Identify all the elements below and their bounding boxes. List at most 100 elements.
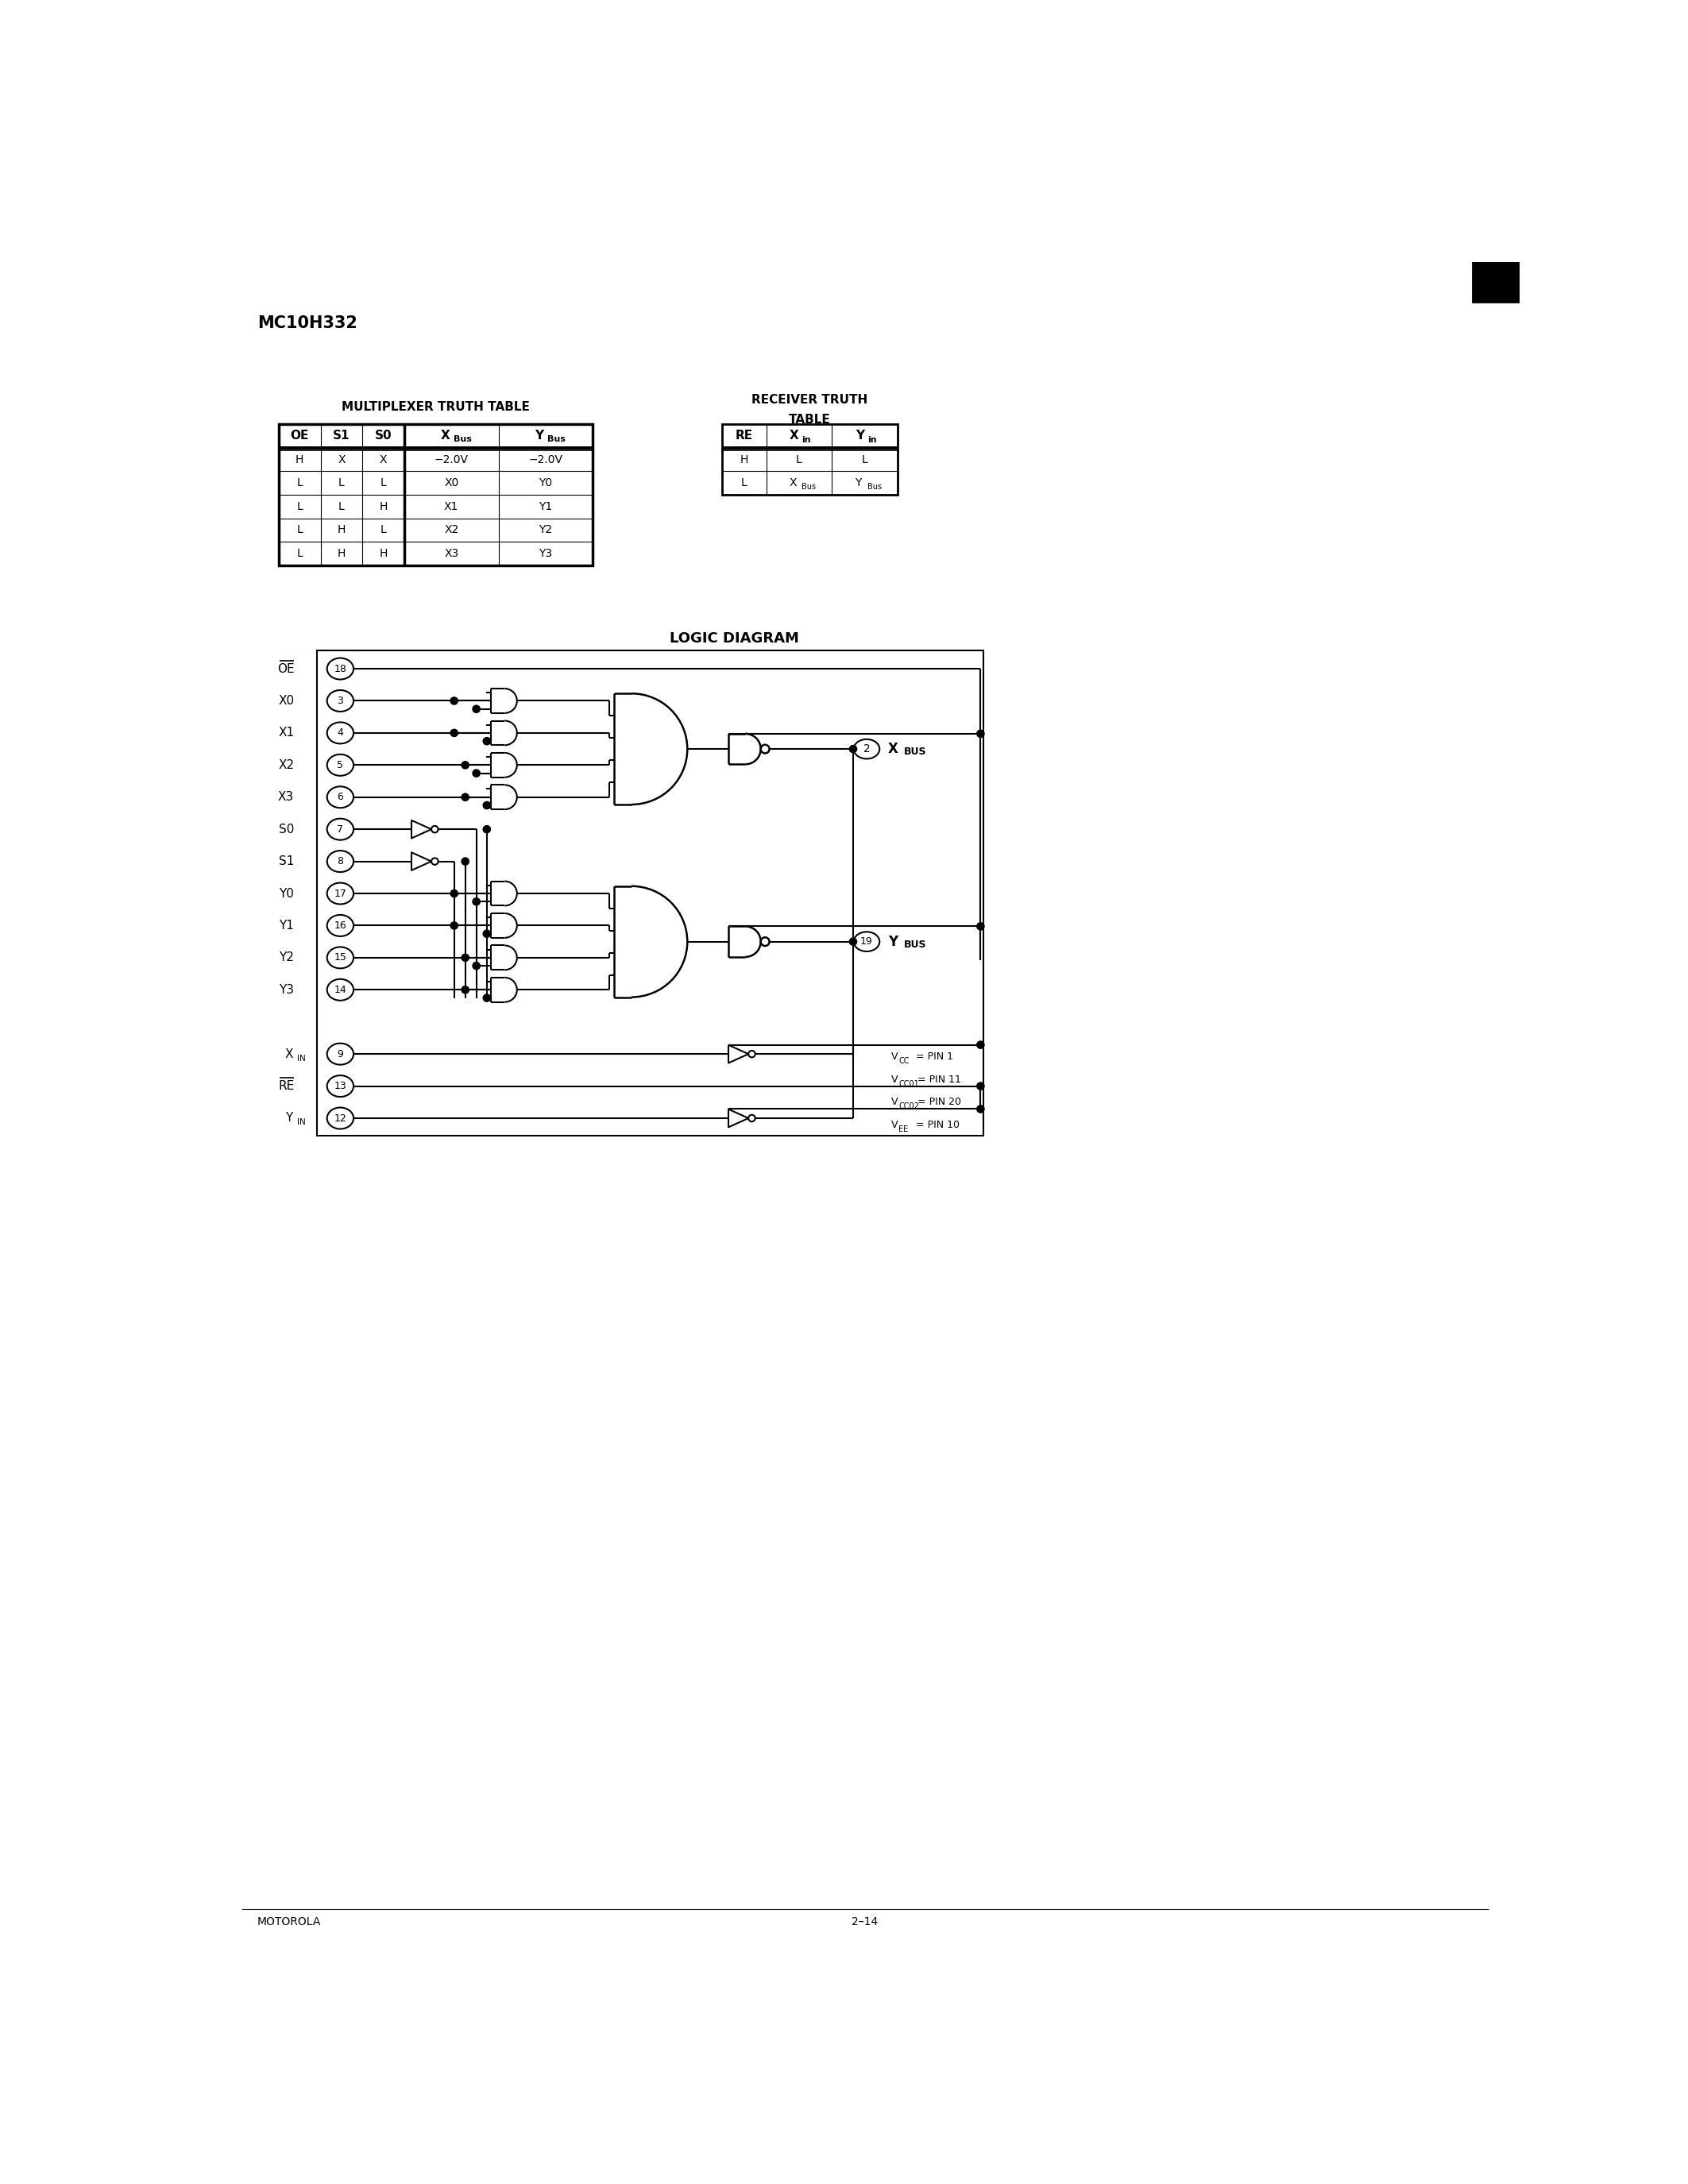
Text: Bus: Bus — [454, 435, 471, 443]
Ellipse shape — [327, 978, 353, 1000]
Text: 12: 12 — [334, 1114, 346, 1123]
Text: RECEIVER TRUTH: RECEIVER TRUTH — [751, 393, 868, 406]
Text: MOTOROLA: MOTOROLA — [257, 1915, 321, 1926]
Text: X3: X3 — [444, 548, 459, 559]
Text: L: L — [338, 478, 344, 489]
Circle shape — [461, 762, 469, 769]
Circle shape — [461, 858, 469, 865]
Text: 19: 19 — [861, 937, 873, 948]
Text: 2: 2 — [863, 743, 869, 753]
Circle shape — [483, 930, 491, 937]
Text: BUS: BUS — [903, 939, 927, 950]
Ellipse shape — [327, 850, 353, 871]
Text: IN: IN — [297, 1118, 306, 1127]
Text: 17: 17 — [334, 889, 346, 898]
Ellipse shape — [854, 933, 879, 952]
Text: X: X — [380, 454, 387, 465]
Text: 8: 8 — [338, 856, 343, 867]
Text: Y0: Y0 — [538, 478, 552, 489]
Text: 18: 18 — [334, 664, 346, 675]
Circle shape — [761, 745, 770, 753]
Text: Y: Y — [856, 478, 863, 489]
Text: Bus: Bus — [802, 483, 815, 491]
Circle shape — [473, 769, 479, 778]
Ellipse shape — [327, 1075, 353, 1096]
Text: −2.0V: −2.0V — [528, 454, 562, 465]
Ellipse shape — [327, 948, 353, 968]
Text: Y2: Y2 — [538, 524, 552, 535]
Text: in: in — [802, 437, 810, 443]
Text: CC01: CC01 — [898, 1081, 918, 1088]
Circle shape — [748, 1051, 755, 1057]
Circle shape — [483, 994, 491, 1002]
Text: H: H — [338, 548, 346, 559]
Ellipse shape — [327, 753, 353, 775]
Text: 5: 5 — [338, 760, 343, 771]
Text: H: H — [380, 500, 388, 511]
Text: L: L — [380, 524, 387, 535]
Text: X0: X0 — [444, 478, 459, 489]
Ellipse shape — [327, 1107, 353, 1129]
Text: X: X — [790, 430, 798, 441]
Circle shape — [473, 963, 479, 970]
Circle shape — [977, 729, 984, 738]
Text: −2.0V: −2.0V — [434, 454, 469, 465]
Text: L: L — [338, 500, 344, 511]
Text: 4: 4 — [338, 727, 343, 738]
Text: V: V — [891, 1075, 898, 1085]
Text: 7: 7 — [338, 823, 343, 834]
Text: L: L — [297, 500, 302, 511]
Ellipse shape — [327, 723, 353, 743]
Text: X: X — [441, 430, 451, 441]
Text: S1: S1 — [333, 430, 349, 441]
Circle shape — [451, 729, 457, 736]
Ellipse shape — [327, 882, 353, 904]
Text: Y2: Y2 — [279, 952, 294, 963]
Circle shape — [461, 793, 469, 802]
Text: 13: 13 — [334, 1081, 346, 1092]
Text: X1: X1 — [279, 727, 294, 738]
Text: Y1: Y1 — [538, 500, 552, 511]
Circle shape — [473, 898, 479, 906]
Text: X: X — [338, 454, 346, 465]
Text: RE: RE — [279, 1081, 294, 1092]
Text: Y3: Y3 — [538, 548, 552, 559]
Text: X2: X2 — [444, 524, 459, 535]
Bar — [722, 424, 898, 496]
Ellipse shape — [327, 1044, 353, 1064]
Text: H: H — [295, 454, 304, 465]
Circle shape — [461, 954, 469, 961]
Text: CC02: CC02 — [898, 1103, 920, 1109]
Text: EE: EE — [898, 1125, 908, 1133]
Ellipse shape — [327, 690, 353, 712]
Text: H: H — [739, 454, 748, 465]
Circle shape — [483, 826, 491, 832]
Ellipse shape — [327, 915, 353, 937]
Text: Y: Y — [285, 1112, 294, 1125]
Text: X: X — [790, 478, 797, 489]
Text: L: L — [741, 478, 748, 489]
Text: Bus: Bus — [547, 435, 565, 443]
Text: V: V — [891, 1053, 898, 1061]
Text: H: H — [338, 524, 346, 535]
Text: 2–14: 2–14 — [852, 1915, 878, 1926]
Circle shape — [451, 889, 457, 898]
Circle shape — [483, 738, 491, 745]
Text: Y: Y — [888, 935, 898, 948]
Text: X: X — [285, 1048, 294, 1059]
Text: = PIN 11: = PIN 11 — [915, 1075, 962, 1085]
Text: X2: X2 — [279, 760, 294, 771]
Text: L: L — [380, 478, 387, 489]
Text: Bus: Bus — [868, 483, 881, 491]
Text: = PIN 10: = PIN 10 — [906, 1120, 960, 1129]
Text: LOGIC DIAGRAM: LOGIC DIAGRAM — [670, 631, 798, 644]
Circle shape — [483, 802, 491, 808]
Text: 9: 9 — [338, 1048, 343, 1059]
Text: S0: S0 — [375, 430, 392, 441]
Text: 16: 16 — [334, 919, 346, 930]
Text: L: L — [297, 524, 302, 535]
Text: L: L — [797, 454, 802, 465]
Circle shape — [761, 937, 770, 946]
Ellipse shape — [327, 786, 353, 808]
Text: L: L — [861, 454, 868, 465]
